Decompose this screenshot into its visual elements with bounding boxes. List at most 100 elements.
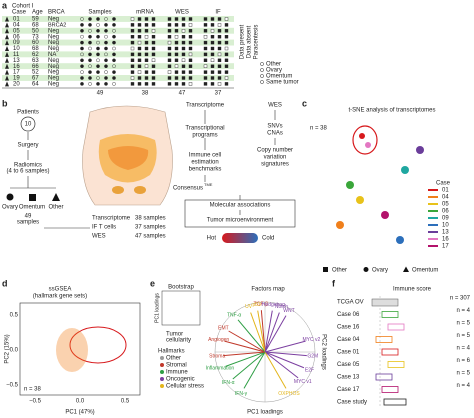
table-cell: Neg	[48, 40, 59, 46]
assay-symbol	[151, 70, 156, 74]
figure-shapes	[2, 16, 424, 406]
tick-label: −0.5	[6, 383, 19, 389]
arrow-label: Hedgehog	[262, 302, 285, 308]
arrow-label: Inflammation	[206, 366, 235, 372]
label: Radiomics	[14, 163, 42, 169]
sample-symbol	[104, 40, 108, 45]
axis-label: PC1 loadings	[154, 293, 160, 323]
table-stripes	[2, 16, 234, 81]
assay-symbol	[174, 35, 179, 39]
legend-entry: Ovary	[372, 268, 388, 274]
assay-symbol	[224, 82, 229, 86]
assay-symbol	[167, 64, 172, 68]
assay-symbol	[174, 52, 179, 57]
assay-symbol	[144, 58, 149, 62]
assay-symbol	[167, 82, 172, 86]
assay-symbol	[174, 58, 179, 62]
assay-symbol	[224, 40, 229, 45]
omentum-symbol	[29, 194, 36, 201]
assay-symbol	[137, 46, 142, 51]
label: benchmarks	[189, 167, 222, 173]
assay-symbol	[210, 52, 215, 57]
assay-symbol	[130, 82, 135, 86]
assay-symbol	[144, 52, 149, 57]
assay-symbol	[151, 58, 156, 62]
assay-symbol	[151, 23, 156, 27]
assay-symbol	[174, 17, 179, 21]
assay-symbol	[210, 82, 215, 86]
case-icon	[5, 57, 9, 63]
assay-symbol	[137, 58, 142, 62]
assay-symbol	[224, 46, 229, 51]
sample-count: n = 5	[456, 333, 470, 339]
sample-symbol	[96, 76, 100, 80]
arrow-label: Angiogen	[208, 337, 229, 343]
table-cell: 68	[32, 46, 39, 52]
assay-symbol	[174, 64, 179, 68]
assay-symbol	[203, 76, 208, 80]
legend-symbol	[323, 267, 328, 272]
sample-symbol	[88, 40, 92, 45]
assay-symbol	[217, 82, 222, 86]
table-cell: 66	[32, 64, 39, 70]
case-box	[381, 386, 399, 393]
legend-entry: Omentum	[266, 74, 292, 80]
loading-arrow	[228, 330, 266, 353]
table-cell: NA	[48, 52, 56, 58]
sample-symbol	[104, 17, 108, 21]
legend-entry: 04	[442, 195, 449, 201]
panel-label: b	[2, 98, 8, 108]
assay-symbol	[144, 17, 149, 21]
loading-arrow	[224, 340, 266, 353]
sample-symbol	[88, 70, 92, 74]
anatomy	[82, 105, 173, 206]
arrow-label: E2F	[305, 367, 314, 373]
sample-count: n = 38	[24, 387, 42, 393]
label: programs	[192, 133, 217, 139]
legend-entry: Stromal	[166, 363, 187, 369]
legend-entry: 06	[442, 209, 449, 215]
assay-symbol	[130, 76, 135, 80]
tick-label: −0.5	[29, 399, 42, 405]
assay-symbol	[151, 40, 156, 45]
arrow-label: UV	[245, 304, 253, 310]
column-header: Samples	[88, 10, 111, 16]
loading-arrow	[232, 351, 266, 380]
sample-symbol	[104, 28, 108, 33]
table-cell: 17	[13, 70, 20, 76]
assay-symbol	[210, 64, 215, 68]
legend-swatch	[160, 356, 164, 360]
table-cell: 73	[32, 34, 39, 40]
tick-label: 0.0	[10, 348, 19, 354]
assay-symbol	[224, 35, 229, 39]
other-symbol	[52, 193, 60, 201]
assay-symbol	[203, 23, 208, 27]
loading-arrow	[264, 312, 280, 353]
arrow-label: TNF-α	[227, 313, 241, 319]
column-header: WES	[175, 10, 189, 16]
sample-count: n = 307	[450, 296, 471, 302]
assay-symbol	[181, 46, 186, 51]
label: SNVs	[267, 124, 282, 130]
assay-symbol	[130, 52, 135, 57]
assay-symbol	[130, 23, 135, 27]
assay-symbol	[210, 76, 215, 80]
sample-symbol	[96, 64, 100, 68]
sample-symbol	[104, 46, 108, 51]
assay-symbol	[130, 58, 135, 62]
label: Surgery	[17, 143, 38, 149]
sample-symbol	[80, 82, 84, 86]
flow-arrows	[10, 110, 296, 229]
assay-symbol	[130, 17, 135, 21]
legend-symbol	[260, 80, 264, 84]
site-label: Ovary	[2, 205, 18, 211]
case-box	[381, 311, 399, 318]
assay-symbol	[151, 64, 156, 68]
loading-arrow	[237, 319, 266, 353]
patient-circle	[20, 116, 36, 132]
sample-symbol	[88, 28, 92, 33]
assay-symbol	[217, 64, 222, 68]
legend-entry: Other	[166, 356, 181, 362]
cohort-title: Cohort I	[12, 4, 34, 10]
panel-title: Factors map	[251, 287, 285, 293]
